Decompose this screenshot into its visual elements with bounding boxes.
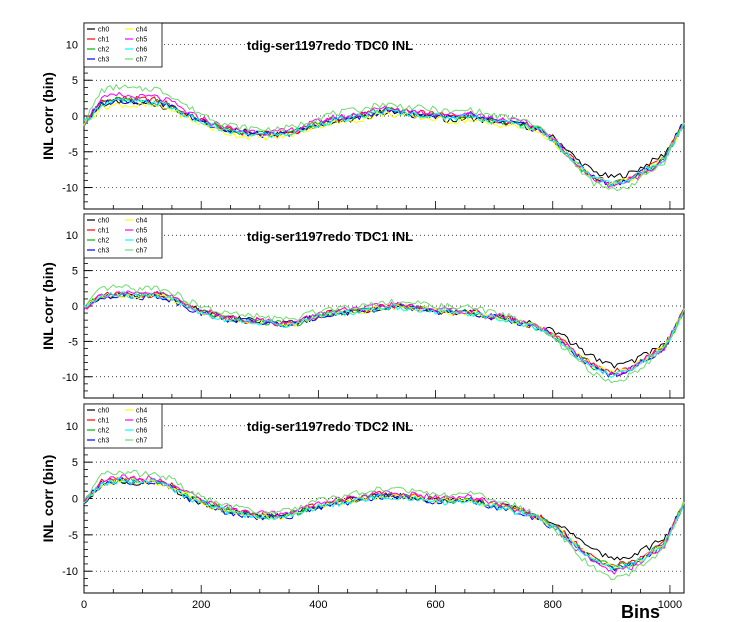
legend-label: ch2 — [98, 47, 109, 54]
x-axis-label: Bins — [621, 602, 660, 622]
legend-label: ch4 — [136, 218, 147, 225]
legend-label: ch1 — [98, 418, 109, 425]
y-axis-label: INL corr (bin) — [40, 262, 56, 350]
x-tick-label: 0 — [81, 599, 87, 611]
chart-panel: 10 5 0 -5 -10 INL corr (bin) tdig-ser1197redo … — [40, 213, 685, 399]
series-line — [83, 469, 685, 581]
legend-label: ch7 — [136, 57, 147, 64]
panel-title: tdig-ser1197redo TDC2 INL — [247, 419, 413, 434]
legend-label: ch6 — [136, 47, 147, 54]
legend-label: ch5 — [136, 228, 147, 235]
y-tick-label: 0 — [72, 301, 78, 313]
legend-label: ch2 — [98, 238, 109, 245]
legend-label: ch0 — [98, 27, 109, 34]
y-tick-label: -10 — [62, 183, 78, 195]
legend-label: ch2 — [98, 428, 109, 435]
series-line — [83, 476, 685, 572]
series-line — [83, 474, 685, 575]
y-tick-label: 10 — [66, 230, 78, 242]
legend-box — [83, 22, 163, 68]
legend-label: ch0 — [98, 218, 109, 225]
chart-panel: 10 5 0 -5 -10 INL corr (bin) tdig-ser1197redo … — [40, 403, 685, 622]
x-tick-label: 800 — [544, 599, 562, 611]
y-axis-label: INL corr (bin) — [40, 72, 56, 160]
series-line — [83, 284, 685, 384]
legend-label: ch1 — [98, 228, 109, 235]
y-tick-label: -10 — [62, 372, 78, 384]
y-axis-label: INL corr (bin) — [40, 455, 56, 543]
legend-label: ch6 — [136, 238, 147, 245]
y-tick-label: -5 — [68, 147, 78, 159]
y-tick-label: 5 — [72, 457, 78, 469]
legend-label: ch4 — [136, 27, 147, 34]
y-tick-label: -5 — [68, 336, 78, 348]
legend-label: ch7 — [136, 248, 147, 255]
y-tick-label: 10 — [66, 39, 78, 51]
legend-label: ch6 — [136, 428, 147, 435]
x-tick-label: 200 — [192, 599, 210, 611]
y-tick-label: -10 — [62, 566, 78, 578]
series-line — [83, 84, 685, 192]
x-tick-label: 400 — [309, 599, 327, 611]
legend-label: ch7 — [136, 438, 147, 445]
panel-title: tdig-ser1197redo TDC1 INL — [247, 229, 413, 244]
series-line — [83, 290, 685, 376]
y-tick-label: 0 — [72, 111, 78, 123]
legend-label: ch3 — [98, 57, 109, 64]
y-tick-label: 10 — [66, 421, 78, 433]
legend-label: ch4 — [136, 408, 147, 415]
legend-label: ch5 — [136, 418, 147, 425]
series-line — [83, 291, 685, 378]
y-tick-label: -5 — [68, 530, 78, 542]
legend-label: ch3 — [98, 438, 109, 445]
legend-box — [83, 403, 163, 449]
legend-label: ch3 — [98, 248, 109, 255]
legend-box — [83, 213, 163, 259]
legend-label: ch0 — [98, 408, 109, 415]
y-tick-label: 5 — [72, 75, 78, 87]
y-tick-label: 5 — [72, 266, 78, 278]
y-tick-label: 0 — [72, 494, 78, 506]
chart-panel: 10 5 0 -5 -10 INL corr (bin) tdig-ser1197redo … — [40, 22, 685, 210]
series-line — [83, 292, 685, 378]
x-tick-label: 1000 — [658, 599, 682, 611]
legend-label: ch5 — [136, 37, 147, 44]
panel-title: tdig-ser1197redo TDC0 INL — [247, 38, 413, 53]
legend-label: ch1 — [98, 37, 109, 44]
series-line — [83, 98, 685, 188]
x-tick-label: 600 — [426, 599, 444, 611]
